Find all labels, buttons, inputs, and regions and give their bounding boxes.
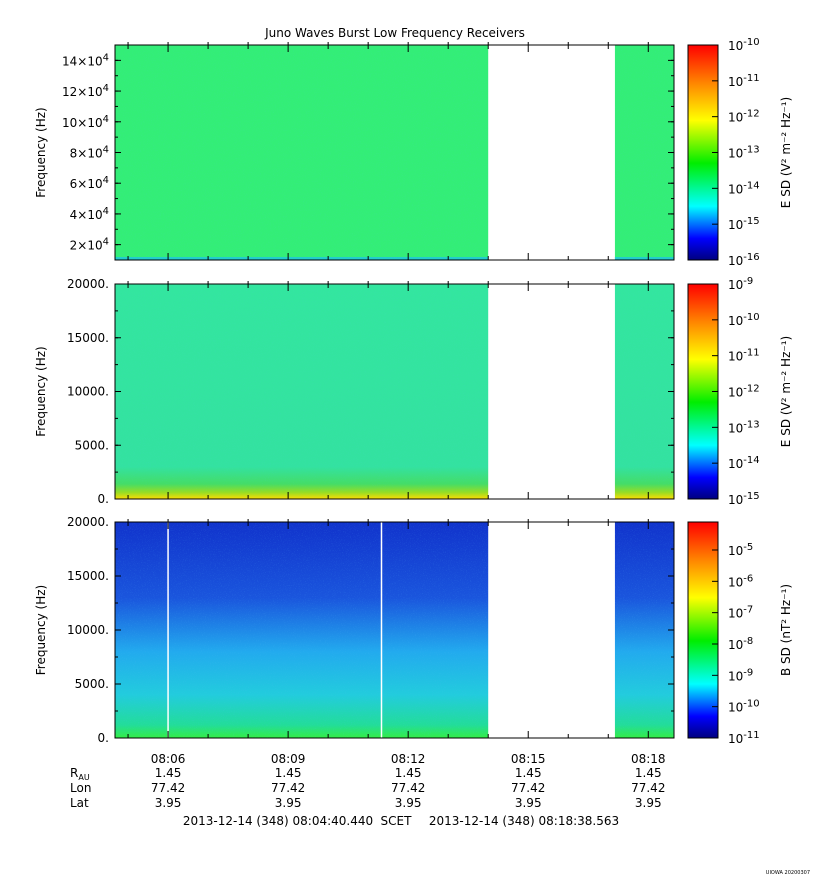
colorbar-tick-label: 10-12 xyxy=(728,109,760,125)
spectrogram-panel-1: 2×104 4×104 6×104 8×104 10×104 12×104 14×104 Fr… xyxy=(34,37,793,268)
spectrogram-panel-3: 0. 5000. 10000. 15000. 20000. Frequency (Hz) 1… xyxy=(34,515,793,746)
colorbar xyxy=(688,522,718,738)
ephemeris-value: 3.95 xyxy=(515,796,542,810)
colorbar-tick-label: 10-10 xyxy=(728,699,760,715)
ephemeris-row-label: Lon xyxy=(70,781,91,795)
colorbar-tick-label: 10-12 xyxy=(728,384,760,400)
x-tick-label: 08:18 xyxy=(631,752,666,766)
ephemeris-value: 1.45 xyxy=(395,766,422,780)
ephemeris-value: 77.42 xyxy=(271,781,305,795)
colorbar-tick-label: 10-11 xyxy=(728,348,760,364)
y-tick-label: 8×104 xyxy=(70,145,109,161)
colorbar-tick-label: 10-10 xyxy=(728,37,760,53)
y-tick-label: 6×104 xyxy=(70,175,109,191)
colorbar-tick-label: 10-14 xyxy=(728,180,760,196)
ephemeris-value: 3.95 xyxy=(635,796,662,810)
y-tick-label: 15000. xyxy=(67,569,109,583)
y-tick-label: 5000. xyxy=(75,438,109,452)
y-tick-label: 5000. xyxy=(75,677,109,691)
ephemeris-value: 77.42 xyxy=(391,781,425,795)
time-range-end: 2013-12-14 (348) 08:18:38.563 xyxy=(429,814,619,828)
y-tick-label: 15000. xyxy=(67,331,109,345)
time-range-start: 2013-12-14 (348) 08:04:40.440 xyxy=(183,814,373,828)
colorbar-tick-label: 10-11 xyxy=(728,73,760,89)
ephemeris-value: 1.45 xyxy=(155,766,182,780)
y-tick-label: 4×104 xyxy=(70,206,109,222)
spectrogram-noise xyxy=(114,522,489,738)
spectrogram-noise xyxy=(114,45,489,260)
ephemeris-row-label: Lat xyxy=(70,796,89,810)
spectrogram-noise xyxy=(614,45,674,260)
colorbar-label: B SD (nT² Hz⁻¹) xyxy=(779,584,793,676)
y-tick-label: 12×104 xyxy=(62,83,109,99)
x-tick-label: 08:06 xyxy=(151,752,186,766)
colorbar-tick-label: 10-9 xyxy=(728,276,753,292)
colorbar-tick-label: 10-7 xyxy=(728,605,753,621)
y-tick-label: 10000. xyxy=(67,385,109,399)
colorbar-tick-label: 10-15 xyxy=(728,491,760,507)
ephemeris-value: 1.45 xyxy=(275,766,302,780)
ephemeris-value: 77.42 xyxy=(511,781,545,795)
ephemeris-value: 3.95 xyxy=(155,796,182,810)
x-tick-label: 08:15 xyxy=(511,752,546,766)
y-axis-label: Frequency (Hz) xyxy=(34,585,48,676)
colorbar-label: E SD (V² m⁻² Hz⁻¹) xyxy=(779,336,793,447)
ephemeris-row-label: RAU xyxy=(70,766,90,782)
y-tick-label: 0. xyxy=(98,731,109,745)
x-tick-label: 08:12 xyxy=(391,752,426,766)
colorbar-tick-label: 10-9 xyxy=(728,667,753,683)
figure-title: Juno Waves Burst Low Frequency Receivers xyxy=(264,26,525,40)
ephemeris-value: 77.42 xyxy=(631,781,665,795)
colorbar-tick-label: 10-16 xyxy=(728,252,760,268)
y-tick-label: 20000. xyxy=(67,515,109,529)
y-tick-label: 10×104 xyxy=(62,114,109,130)
y-tick-label: 20000. xyxy=(67,277,109,291)
y-axis-label: Frequency (Hz) xyxy=(34,107,48,198)
colorbar-tick-label: 10-8 xyxy=(728,636,753,652)
colorbar-tick-label: 10-14 xyxy=(728,455,760,471)
colorbar-tick-label: 10-6 xyxy=(728,573,753,589)
colorbar-tick-label: 10-10 xyxy=(728,312,760,328)
spectrogram-noise xyxy=(614,522,674,738)
ephemeris-value: 3.95 xyxy=(275,796,302,810)
colorbar-frame xyxy=(687,521,719,739)
colorbar-label: E SD (V² m⁻² Hz⁻¹) xyxy=(779,97,793,208)
colorbar-tick-label: 10-13 xyxy=(728,419,760,435)
y-tick-label: 2×104 xyxy=(70,237,109,253)
colorbar-tick-label: 10-13 xyxy=(728,145,760,161)
y-tick-label: 14×104 xyxy=(62,52,109,68)
ephemeris-value: 1.45 xyxy=(635,766,662,780)
credit-label: UIOWA 20200307 xyxy=(766,870,810,876)
time-standard: SCET xyxy=(381,814,413,828)
colorbar-tick-label: 10-11 xyxy=(728,730,760,746)
y-tick-label: 10000. xyxy=(67,623,109,637)
y-tick-label: 0. xyxy=(98,492,109,506)
colorbar-tick-label: 10-15 xyxy=(728,216,760,232)
y-axis-label: Frequency (Hz) xyxy=(34,346,48,437)
spectrogram-panel-2: 0. 5000. 10000. 15000. 20000. Frequency (Hz) 1… xyxy=(34,276,793,507)
colorbar-tick-label: 10-5 xyxy=(728,542,753,558)
x-tick-label: 08:09 xyxy=(271,752,306,766)
ephemeris-value: 3.95 xyxy=(395,796,422,810)
ephemeris-value: 77.42 xyxy=(151,781,185,795)
spectrogram-noise xyxy=(614,284,674,499)
spectrogram-noise xyxy=(114,284,489,499)
ephemeris-value: 1.45 xyxy=(515,766,542,780)
